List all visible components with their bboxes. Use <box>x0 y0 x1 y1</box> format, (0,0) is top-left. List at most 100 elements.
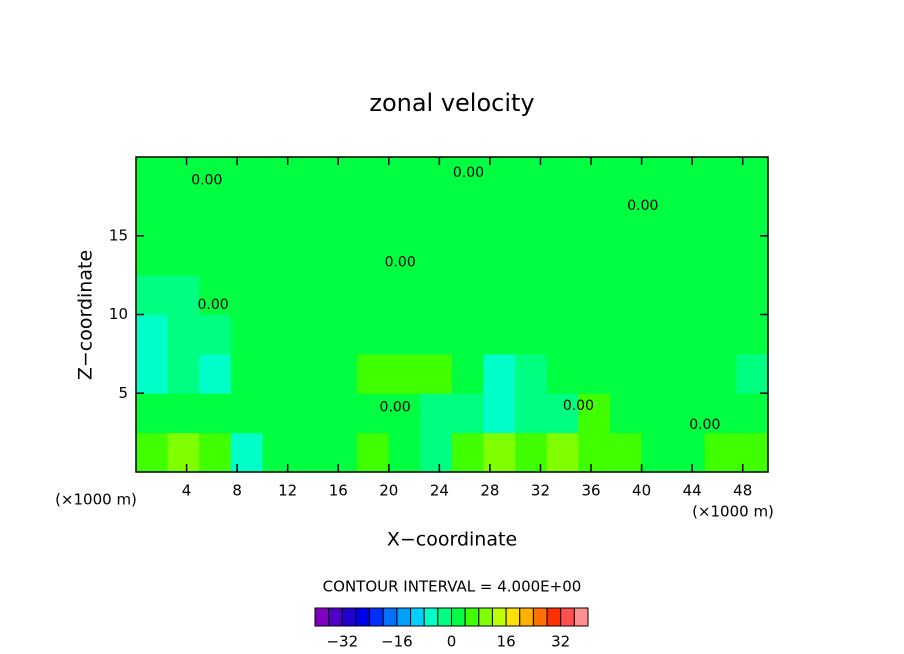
field-cell <box>325 353 358 394</box>
field-cell <box>610 432 643 473</box>
field-cell <box>673 314 706 355</box>
x-unit-label: (×1000 m) <box>692 503 774 521</box>
x-tick-label: 8 <box>232 482 242 500</box>
field-cell <box>388 235 421 276</box>
field-cell <box>420 353 453 394</box>
field-cell <box>420 314 453 355</box>
colorbar-box <box>341 607 357 627</box>
colorbar-box <box>478 607 493 627</box>
field-cell <box>388 353 421 394</box>
field-cell <box>546 157 579 197</box>
colorbar-box <box>328 607 343 627</box>
field-cell <box>641 353 674 394</box>
field-cell <box>483 432 516 473</box>
field-cell <box>578 314 611 355</box>
field-cell <box>230 196 263 237</box>
field-cell <box>515 235 548 276</box>
field-cell <box>515 393 548 434</box>
field-cell <box>736 157 769 197</box>
colorbar-box <box>437 607 453 627</box>
y-axis-label: Z−coordinate <box>75 250 97 380</box>
field-cell <box>230 353 263 394</box>
field-cell <box>673 235 706 276</box>
field-cell <box>420 275 453 315</box>
field-cell <box>136 353 169 394</box>
field-cell <box>452 353 485 394</box>
field-cell <box>325 196 358 237</box>
contour-label: 0.00 <box>689 417 720 433</box>
field-cell <box>546 314 579 355</box>
contour-label: 0.00 <box>380 399 411 415</box>
x-axis-label: X−coordinate <box>387 529 517 551</box>
field-cell <box>199 353 232 394</box>
field-cell <box>704 314 737 355</box>
field-cell <box>483 157 516 197</box>
field-cell <box>325 275 358 315</box>
field-cell <box>230 432 263 473</box>
field-cell <box>483 275 516 315</box>
field-cell <box>483 393 516 434</box>
field-cell <box>136 432 169 473</box>
colorbar-box <box>423 607 439 627</box>
field-cell <box>325 393 358 434</box>
field-cell <box>641 196 674 237</box>
field-cell <box>610 275 643 315</box>
field-cell <box>578 393 611 434</box>
field-cell <box>357 235 390 276</box>
field-cell <box>736 393 769 434</box>
x-tick-label: 12 <box>278 482 297 500</box>
field-cell <box>262 157 295 197</box>
field-cell <box>641 275 674 315</box>
field-cell <box>199 393 232 434</box>
x-tick-label: 36 <box>581 482 600 500</box>
colorbar-tick-label: 16 <box>497 633 516 651</box>
field-cell <box>325 157 358 197</box>
field-cell <box>136 314 169 355</box>
field-cell <box>515 196 548 237</box>
contour-label: 0.00 <box>385 255 416 271</box>
colorbar-box <box>532 607 548 627</box>
field-cell <box>136 196 169 237</box>
field-cell <box>452 275 485 315</box>
field-cell <box>704 275 737 315</box>
field-cell <box>325 235 358 276</box>
field-cell <box>610 157 643 197</box>
field-cell <box>167 157 200 197</box>
field-cell <box>483 353 516 394</box>
field-cell <box>483 314 516 355</box>
field-cell <box>546 353 579 394</box>
field-cell <box>578 432 611 473</box>
colorbar-box <box>382 607 398 627</box>
field-cell <box>452 393 485 434</box>
field-cell <box>641 432 674 473</box>
field-cell <box>483 235 516 276</box>
x-tick-label: 40 <box>632 482 651 500</box>
field-cell <box>704 432 737 473</box>
field-cell <box>136 275 169 315</box>
field-cell <box>199 432 232 473</box>
field <box>136 157 769 473</box>
field-cell <box>736 196 769 237</box>
field-cell <box>357 432 390 473</box>
field-cell <box>325 314 358 355</box>
field-cell <box>294 196 327 237</box>
field-cell <box>199 314 232 355</box>
field-cell <box>357 275 390 315</box>
field-cell <box>452 432 485 473</box>
x-tick-label: 32 <box>531 482 550 500</box>
field-cell <box>294 314 327 355</box>
contour-interval: CONTOUR INTERVAL = 4.000E+00 <box>323 578 582 596</box>
field-cell <box>452 235 485 276</box>
field-cell <box>262 235 295 276</box>
field-cell <box>483 196 516 237</box>
x-tick-label: 4 <box>182 482 192 500</box>
field-cell <box>546 235 579 276</box>
field-cell <box>704 353 737 394</box>
field-cell <box>546 432 579 473</box>
field-cell <box>452 196 485 237</box>
field-cell <box>452 314 485 355</box>
field-cell <box>325 432 358 473</box>
field-cell <box>515 353 548 394</box>
x-tick-label: 24 <box>430 482 449 500</box>
